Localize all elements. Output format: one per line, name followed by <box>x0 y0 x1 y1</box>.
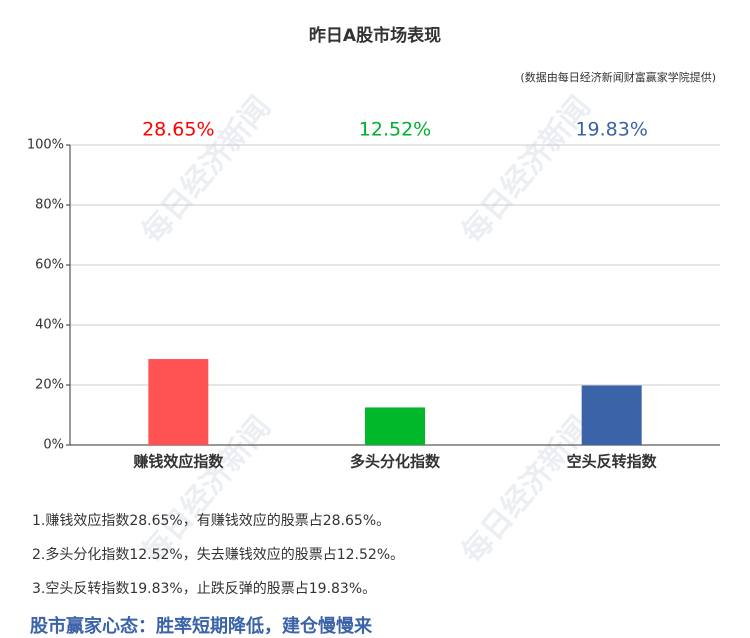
watermark: 每日经济新闻 <box>455 90 598 250</box>
value-label: 12.52% <box>359 119 431 141</box>
bar <box>148 359 209 445</box>
chart-subtitle: (数据由每日经济新闻财富赢家学院提供) <box>520 70 716 84</box>
footer: 股市赢家心态：胜率短期降低，建仓慢慢来 <box>29 615 373 637</box>
bar <box>365 407 425 445</box>
note: 1.赚钱效应指数28.65%，有赚钱效应的股票占28.65%。 <box>32 512 390 529</box>
x-tick-label: 空头反转指数 <box>567 453 658 471</box>
y-tick-label: 40% <box>35 318 64 333</box>
value-label: 19.83% <box>575 119 647 141</box>
watermark: 每日经济新闻 <box>455 410 598 570</box>
y-tick-label: 20% <box>35 378 64 393</box>
bar <box>581 385 642 445</box>
x-tick-label: 赚钱效应指数 <box>132 453 224 471</box>
note: 3.空头反转指数19.83%，止跌反弹的股票占19.83%。 <box>32 581 376 597</box>
y-tick-label: 60% <box>35 258 64 273</box>
value-label: 28.65% <box>142 119 214 141</box>
y-tick-label: 80% <box>35 198 64 213</box>
watermark: 每日经济新闻 <box>135 90 278 250</box>
y-tick-label: 100% <box>27 138 64 153</box>
note: 2.多头分化指数12.52%，失去赚钱效应的股票占12.52%。 <box>32 546 404 563</box>
chart-title: 昨日A股市场表现 <box>309 25 441 46</box>
y-tick-label: 0% <box>43 438 64 453</box>
x-tick-label: 多头分化指数 <box>350 453 441 471</box>
